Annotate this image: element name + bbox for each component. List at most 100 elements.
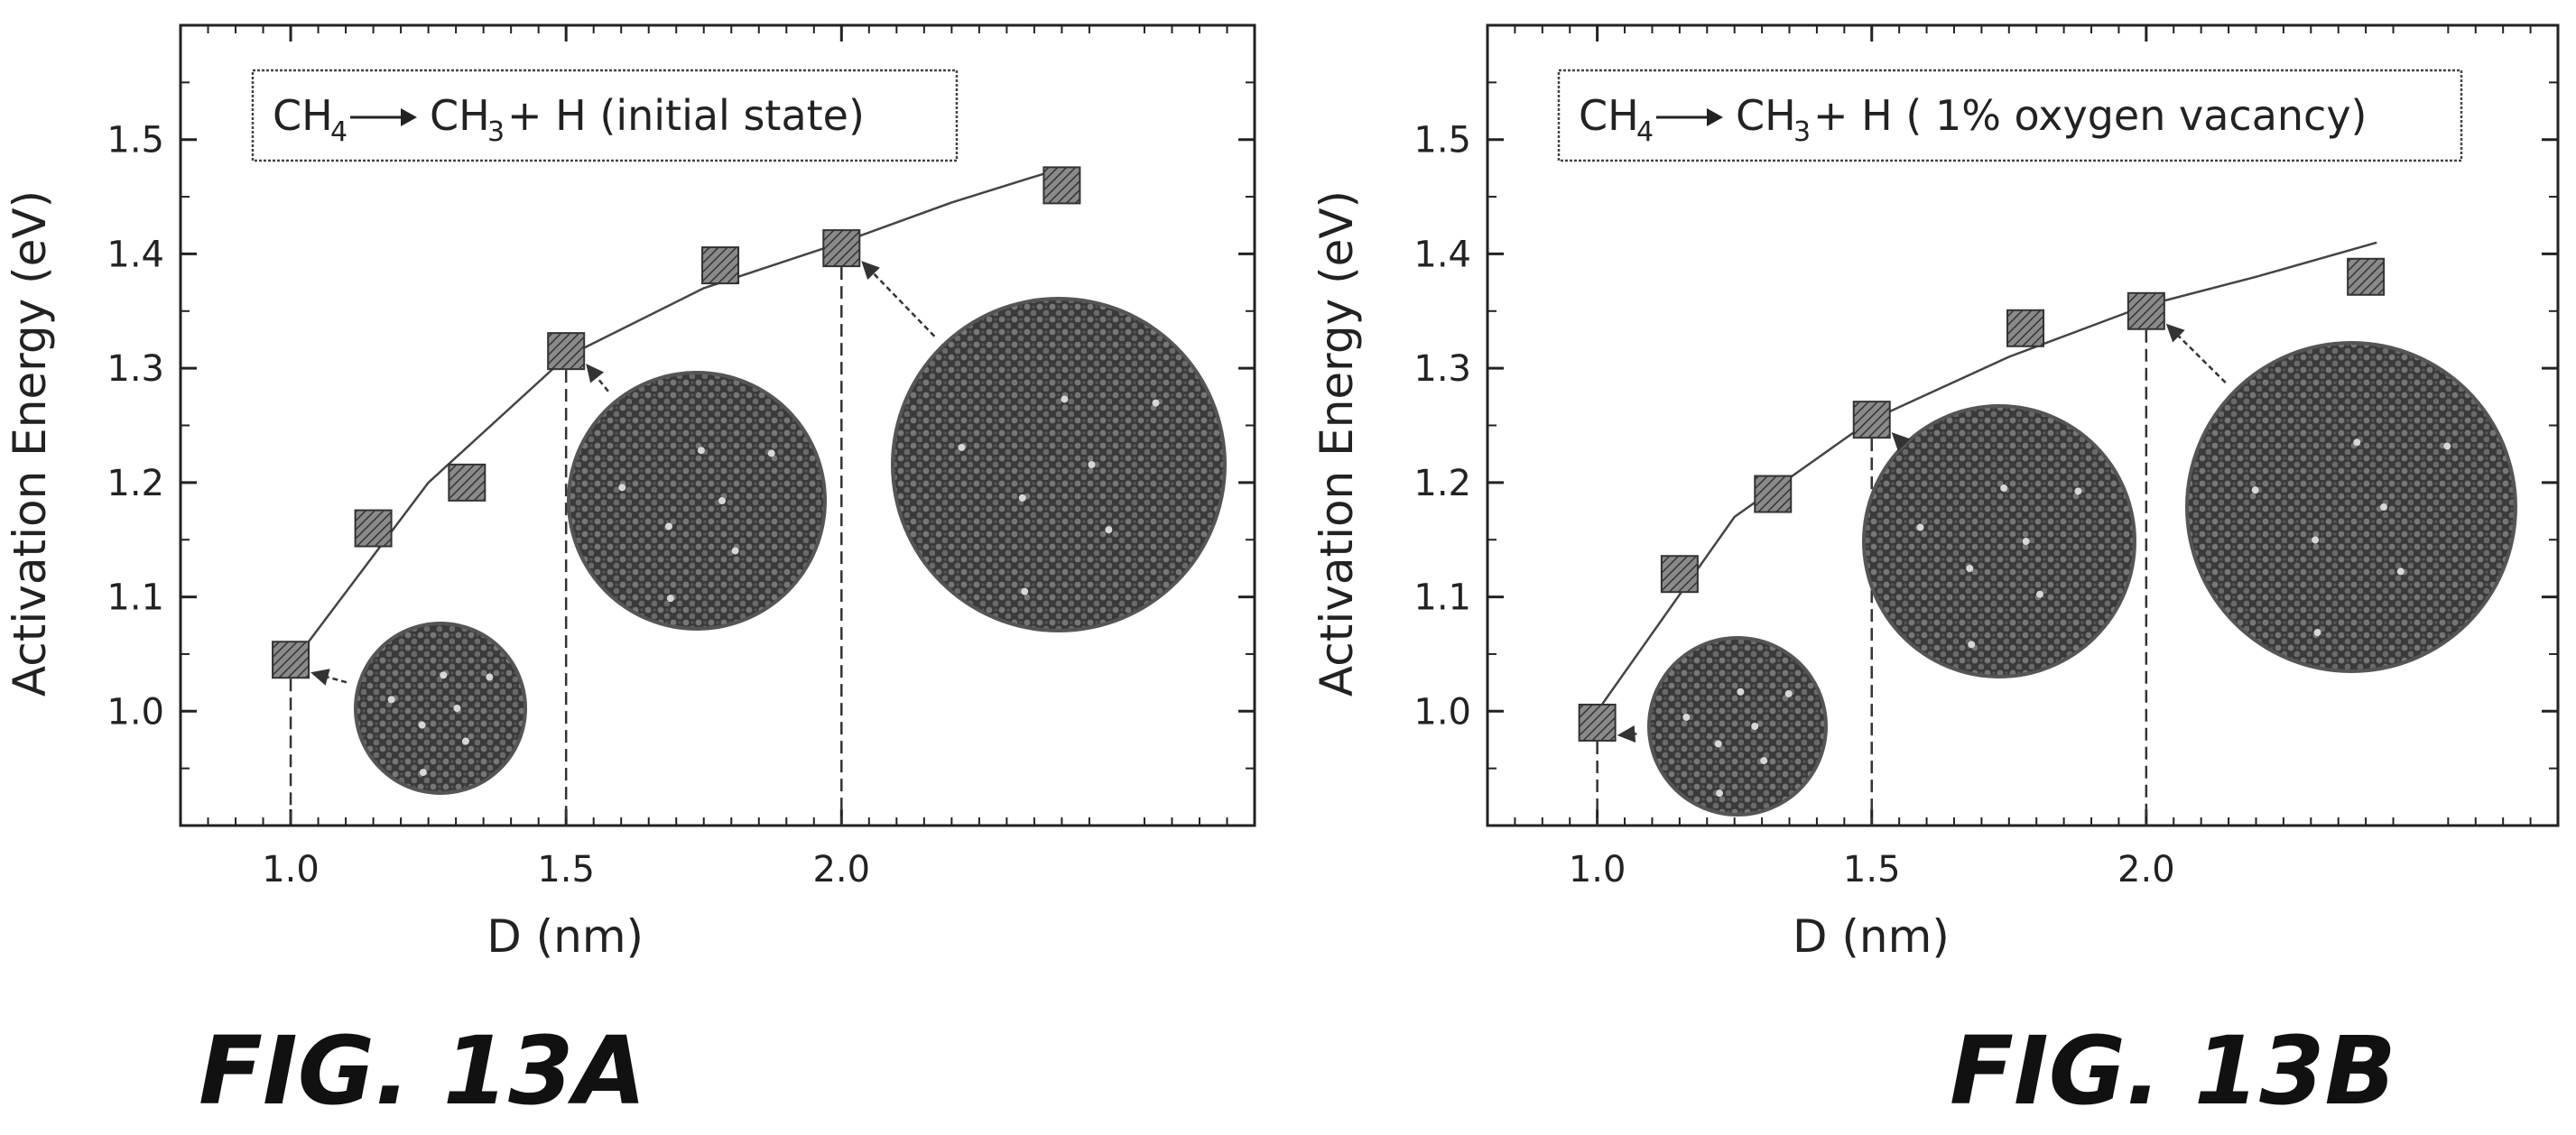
- particle-highlight: [1916, 523, 1924, 531]
- data-marker: [701, 246, 740, 285]
- x-tick-label: 2.0: [812, 849, 870, 890]
- data-marker: [2127, 291, 2165, 330]
- particle-body: [1866, 408, 2133, 675]
- data-marker: [2006, 309, 2045, 347]
- particle-highlight: [1714, 740, 1722, 748]
- particle-highlight: [440, 671, 448, 679]
- particle-1.5nm: [567, 364, 827, 631]
- particle-highlight: [958, 443, 966, 451]
- data-marker: [822, 229, 861, 268]
- data-marker: [1852, 401, 1891, 439]
- particle-highlight: [2380, 503, 2387, 511]
- x-tick-label: 1.5: [1843, 849, 1901, 890]
- y-tick-label: 1.4: [1413, 234, 1471, 275]
- particle-highlight: [1966, 564, 1974, 572]
- particle-highlight: [2022, 538, 2030, 545]
- particle-highlight: [2251, 486, 2259, 494]
- data-marker: [272, 641, 310, 679]
- data-marker: [2347, 257, 2386, 296]
- particle-arrow: [589, 368, 609, 392]
- y-tick-label: 1.4: [107, 234, 164, 275]
- particle-highlight: [2000, 484, 2008, 493]
- particle-arrow: [317, 673, 347, 684]
- particle-arrow: [2170, 328, 2227, 383]
- arrow-head: [861, 261, 880, 280]
- particle-highlight: [1105, 526, 1113, 534]
- y-tick-label: 1.5: [107, 120, 164, 161]
- particle-highlight: [1751, 723, 1759, 730]
- particle-highlight: [486, 673, 494, 681]
- legend-box: [251, 69, 959, 162]
- particle-body: [570, 374, 823, 627]
- particle-highlight: [2353, 438, 2361, 447]
- particle-highlight: [1018, 494, 1026, 502]
- particle-highlight: [2036, 590, 2044, 598]
- particle-highlight: [1968, 641, 1976, 649]
- particle-2nm: [2165, 323, 2517, 673]
- legend-product-subscript: 3: [1793, 116, 1811, 148]
- particle-body: [2189, 345, 2514, 669]
- x-tick-label: 1.5: [537, 849, 595, 890]
- legend: CH4 CH3 + H ( 1% oxygen vacancy): [1557, 69, 2463, 162]
- y-tick-label: 1.1: [107, 577, 164, 619]
- particle-highlight: [1716, 789, 1724, 798]
- y-tick-label: 1.3: [107, 348, 164, 390]
- arrow-head: [1617, 724, 1636, 743]
- particle-1nm: [310, 622, 527, 795]
- particle-highlight: [1088, 461, 1096, 468]
- particle-highlight: [697, 447, 705, 455]
- x-tick-label: 1.0: [262, 849, 320, 890]
- particle-highlight: [731, 547, 739, 555]
- legend-suffix: + H ( 1% oxygen vacancy): [1813, 91, 2368, 140]
- legend: CH4 CH3 + H (initial state): [251, 69, 959, 162]
- particle-highlight: [2312, 536, 2320, 544]
- data-marker: [547, 332, 586, 371]
- y-tick-label: 1.3: [1413, 348, 1471, 390]
- particle-body: [1651, 640, 1824, 813]
- arrow-head: [586, 364, 605, 383]
- arrow-head: [1891, 432, 1911, 451]
- figure-caption-13b: FIG. 13B: [1950, 1016, 2396, 1126]
- arrow-head: [310, 669, 330, 686]
- legend-product-subscript: 3: [487, 116, 505, 148]
- y-tick-label: 1.1: [1413, 577, 1471, 619]
- fit-curve: [1596, 241, 2377, 713]
- particle-highlight: [767, 449, 775, 457]
- particle-highlight: [461, 737, 469, 745]
- legend-product: CH: [430, 91, 490, 140]
- data-marker: [1754, 475, 1793, 513]
- data-marker: [448, 463, 486, 502]
- legend-product: CH: [1736, 91, 1796, 140]
- arrow-head: [2165, 323, 2185, 343]
- particle-highlight: [2443, 442, 2451, 450]
- particle-arrow: [865, 264, 936, 337]
- particle-highlight: [718, 497, 726, 504]
- particle-highlight: [1061, 395, 1069, 403]
- particle-body: [357, 625, 524, 791]
- chart-panel-13b: 1.0 1.1 1.2 1.3 1.4 1.5 1.0 1.5 2.0 D (nm) Activat…: [1311, 23, 2560, 963]
- data-marker: [354, 509, 393, 548]
- particle-highlight: [618, 484, 626, 492]
- particle-highlight: [387, 696, 395, 704]
- reaction-arrow-head: [401, 108, 417, 126]
- y-tick-label: 1.0: [1413, 691, 1471, 733]
- particle-highlight: [419, 769, 427, 777]
- particle-highlight: [1784, 689, 1793, 697]
- legend-suffix: + H (initial state): [507, 91, 865, 140]
- y-tick-label: 1.0: [107, 691, 164, 733]
- data-marker: [1660, 555, 1699, 594]
- figure-caption-13a: FIG. 13A: [199, 1016, 647, 1126]
- particle-highlight: [1760, 757, 1768, 765]
- particle-2nm: [861, 261, 1227, 632]
- particle-1nm: [1617, 636, 1828, 817]
- x-tick-label: 2.0: [2117, 849, 2175, 890]
- particle-highlight: [453, 705, 461, 712]
- particle-highlight: [1682, 713, 1691, 721]
- legend-reactant: CH: [1579, 91, 1639, 140]
- y-tick-label: 1.2: [107, 463, 164, 504]
- legend-reactant-subscript: 4: [330, 116, 347, 148]
- particle-highlight: [666, 595, 674, 603]
- particle-highlight: [2313, 629, 2321, 637]
- x-axis-title: D (nm): [486, 910, 644, 963]
- x-tick-label: 1.0: [1569, 849, 1626, 890]
